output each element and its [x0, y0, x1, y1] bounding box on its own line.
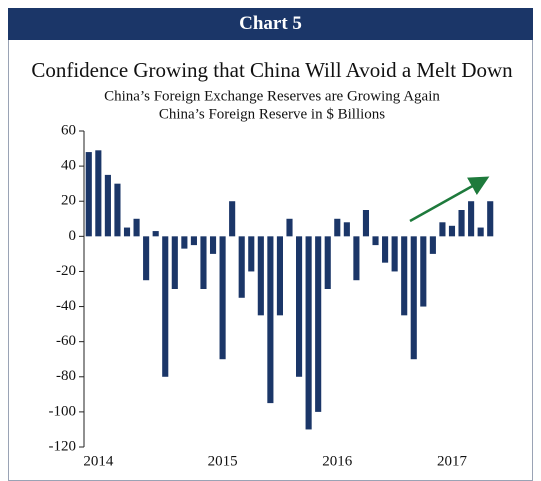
x-tick-label: 2016	[322, 453, 353, 469]
bar	[219, 236, 226, 360]
bar	[487, 201, 494, 237]
bar	[181, 236, 188, 249]
y-axis-label: China’s Foreign Reserve in $ Billions	[159, 106, 385, 122]
bar	[477, 227, 484, 237]
bar	[410, 236, 417, 360]
y-tick-label: -80	[56, 368, 76, 384]
x-tick-label: 2014	[83, 453, 114, 469]
bar	[429, 236, 436, 254]
bar	[209, 236, 217, 254]
bar	[85, 152, 92, 237]
bar	[162, 236, 169, 377]
bar	[267, 236, 274, 404]
bar	[382, 236, 389, 263]
bar	[95, 150, 102, 237]
bar	[372, 236, 379, 246]
bar	[248, 236, 255, 272]
bar	[458, 210, 465, 237]
bar	[257, 236, 264, 316]
bar	[104, 174, 111, 237]
chart-header: Chart 5	[8, 8, 533, 40]
y-tick-label: 40	[61, 158, 76, 174]
bar	[114, 183, 121, 237]
bar	[448, 225, 456, 237]
bar	[401, 236, 408, 316]
bar	[286, 218, 293, 237]
bar	[343, 222, 350, 237]
bar	[276, 236, 284, 316]
y-tick-label: -120	[49, 438, 77, 454]
y-tick-label: -40	[56, 298, 76, 314]
y-tick-label: -100	[49, 403, 77, 419]
chart-title: Confidence Growing that China Will Avoid…	[31, 58, 513, 82]
bar	[190, 236, 197, 246]
bar	[123, 227, 131, 237]
bar	[171, 236, 178, 289]
bar	[152, 231, 159, 237]
bar	[229, 201, 236, 237]
trend-arrow	[409, 176, 490, 223]
bar	[305, 236, 312, 430]
y-tick-label: 0	[69, 228, 77, 244]
bar	[295, 236, 303, 377]
x-tick-label: 2015	[208, 453, 238, 469]
y-tick-label: -60	[56, 333, 76, 349]
bar	[133, 218, 140, 237]
bar	[391, 236, 398, 272]
bar	[468, 201, 475, 237]
x-tick-label: 2017	[437, 453, 468, 469]
bar	[334, 218, 341, 237]
bar	[420, 236, 427, 307]
bar	[238, 236, 245, 298]
bar	[439, 222, 446, 237]
bar	[143, 236, 150, 281]
bar	[315, 236, 322, 412]
chart-subtitle: China’s Foreign Exchange Reserves are Gr…	[104, 88, 440, 104]
y-tick-label: 20	[61, 193, 76, 209]
bar	[324, 236, 331, 289]
bar	[362, 210, 370, 237]
y-tick-label: -20	[56, 263, 76, 279]
y-tick-label: 60	[61, 122, 76, 138]
bar	[353, 236, 360, 281]
bar	[200, 236, 207, 289]
